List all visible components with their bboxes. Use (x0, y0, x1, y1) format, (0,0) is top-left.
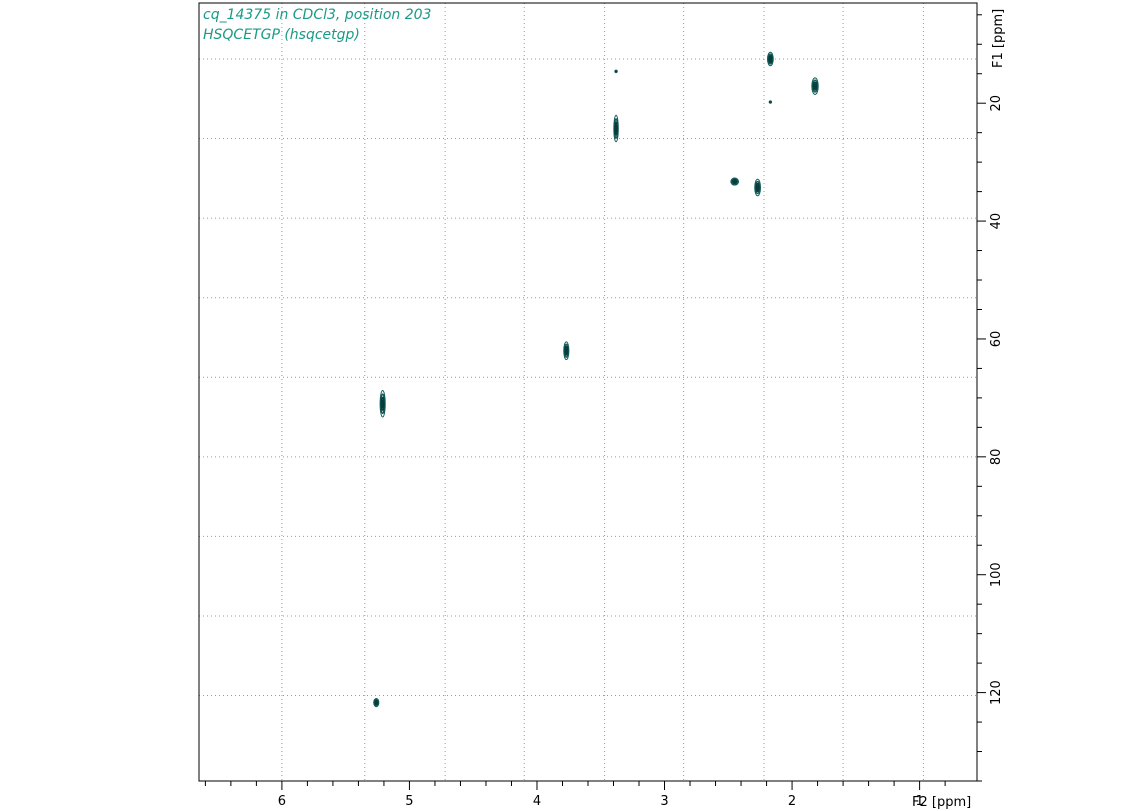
x-tick-label: 6 (278, 794, 286, 809)
contour-core (375, 701, 378, 704)
peak-1 (767, 51, 774, 67)
peak-9 (379, 390, 386, 418)
contour-line (811, 77, 819, 95)
peak-4 (614, 69, 618, 74)
x-tick-label: 1 (915, 794, 923, 809)
x-tick-label: 3 (660, 794, 668, 809)
peak-contours (373, 51, 819, 708)
x-axis-label: F2 [ppm] (912, 795, 971, 810)
contour-core (615, 70, 618, 73)
chart-subtitle: HSQCETGP (hsqcetgp) (203, 27, 360, 43)
x-axis: 6 5 4 3 2 1 (204, 781, 946, 809)
contour-line (563, 341, 570, 361)
contour-line (731, 178, 739, 185)
x-tick-label: 5 (405, 794, 413, 809)
y-tick-label: 60 (989, 331, 1004, 348)
y-tick-label: 80 (989, 449, 1004, 466)
peak-7 (754, 178, 761, 197)
chart-title: cq_14375 in CDCl3, position 203 (203, 7, 432, 23)
peak-5 (613, 114, 619, 143)
contour-core (769, 101, 772, 104)
grid-lines (199, 3, 977, 781)
y-axis: 20 40 60 80 100 120 (977, 14, 1004, 782)
contour-line (754, 178, 761, 197)
y-tick-label: 100 (989, 562, 1004, 587)
contour-line (812, 79, 819, 93)
peak-8 (563, 341, 570, 361)
contour-core (733, 180, 736, 183)
peak-3 (811, 77, 819, 95)
contour-core (381, 402, 384, 406)
contour-line (768, 100, 773, 104)
y-tick-label: 20 (989, 95, 1004, 112)
plot-frame (198, 2, 978, 782)
x-tick-label: 2 (788, 794, 796, 809)
peak-6 (730, 177, 740, 186)
x-tick-label: 4 (533, 794, 541, 809)
y-tick-label: 40 (989, 213, 1004, 230)
contour-line (379, 390, 386, 418)
peak-10 (373, 697, 380, 708)
y-axis-label: F1 [ppm] (991, 9, 1006, 68)
contour-line (614, 69, 618, 74)
contour-core (565, 349, 568, 352)
contour-line (767, 51, 774, 67)
contour-core (769, 57, 772, 60)
contour-line (373, 697, 380, 708)
contour-core (756, 186, 759, 189)
contour-line (730, 177, 740, 186)
contour-line (732, 179, 738, 184)
contour-core (814, 85, 817, 88)
peak-2 (768, 100, 773, 104)
y-tick-label: 120 (989, 680, 1004, 705)
contour-core (615, 126, 618, 131)
